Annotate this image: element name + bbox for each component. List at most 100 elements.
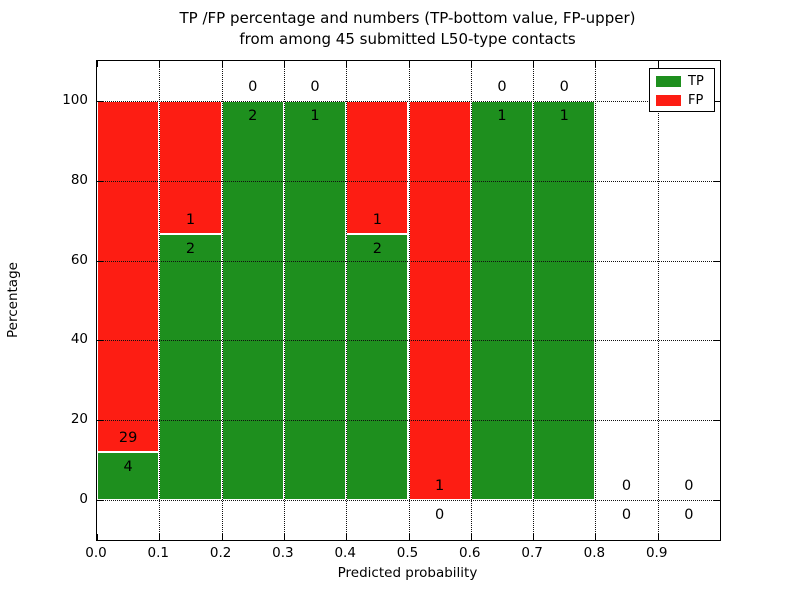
legend-label: FP <box>688 92 704 108</box>
v-gridline <box>283 61 285 540</box>
tp-legend-swatch <box>656 75 681 87</box>
v-gridline <box>657 61 659 540</box>
chart-title-line2: from among 45 submitted L50-type contact… <box>239 30 576 49</box>
tp-count-label: 2 <box>372 240 382 257</box>
fp-count-label: 0 <box>248 78 258 95</box>
legend-label: TP <box>688 73 704 89</box>
chart-title-line1: TP /FP percentage and numbers (TP-bottom… <box>179 9 636 27</box>
y-tick-label: 100 <box>62 91 88 108</box>
v-gridline <box>408 61 410 540</box>
x-tick-label: 0.7 <box>521 545 543 561</box>
y-tick-mark <box>97 500 103 502</box>
bar-tp <box>159 233 222 501</box>
tp-count-label: 0 <box>684 506 694 523</box>
v-gridline <box>470 61 472 540</box>
plot-area: TP FP 29 4 1 2 0 2 0 1 1 2 1 0 0 1 0 1 0 0 0 0 <box>96 60 721 541</box>
bar-fp <box>97 100 160 452</box>
y-tick-mark <box>97 180 103 182</box>
x-tick-mark <box>533 534 535 540</box>
x-tick-mark <box>221 534 223 540</box>
y-tick-mark <box>714 420 720 422</box>
bar-fp <box>408 100 471 501</box>
x-tick-mark <box>595 61 597 67</box>
tp-count-label: 1 <box>497 107 507 124</box>
x-tick-mark <box>97 534 98 540</box>
x-tick-label: 0.0 <box>85 545 107 561</box>
x-tick-mark <box>159 61 161 67</box>
fp-count-label: 0 <box>310 78 320 95</box>
bar-tp <box>533 100 596 501</box>
tp-count-label: 1 <box>559 107 569 124</box>
x-tick-mark <box>533 61 535 67</box>
v-gridline <box>533 61 535 540</box>
y-tick-label: 20 <box>70 411 88 428</box>
x-tick-mark <box>595 534 597 540</box>
fp-count-label: 0 <box>684 477 694 494</box>
v-gridline <box>159 61 161 540</box>
fp-count-label: 29 <box>118 429 138 446</box>
v-gridline <box>346 61 348 540</box>
tp-count-label: 0 <box>435 506 445 523</box>
x-tick-mark <box>657 61 659 67</box>
fp-count-label: 0 <box>621 477 632 494</box>
y-tick-mark <box>714 260 720 262</box>
legend: TP FP <box>649 68 715 112</box>
x-tick-mark <box>408 534 410 540</box>
y-axis-label: Percentage <box>5 262 21 338</box>
x-tick-mark <box>283 534 285 540</box>
x-tick-label: 0.5 <box>396 545 419 561</box>
fp-legend-swatch <box>656 94 681 106</box>
x-tick-label: 0.1 <box>147 545 170 561</box>
fp-count-label: 0 <box>559 78 569 95</box>
fp-count-label: 1 <box>185 211 196 228</box>
x-tick-label: 0.8 <box>583 545 606 561</box>
tp-count-label: 4 <box>123 458 133 475</box>
x-tick-mark <box>657 534 659 540</box>
chart-title: TP /FP percentage and numbers (TP-bottom… <box>96 8 719 51</box>
y-tick-mark <box>97 340 103 342</box>
y-tick-mark <box>714 180 720 182</box>
v-gridline <box>595 61 597 540</box>
x-tick-label: 0.4 <box>334 545 356 561</box>
y-tick-mark <box>714 100 720 102</box>
x-tick-mark <box>408 61 410 67</box>
y-tick-mark <box>97 260 103 262</box>
tp-count-label: 2 <box>248 107 258 124</box>
v-gridline <box>221 61 223 540</box>
legend-entry: FP <box>656 93 708 107</box>
bar-tp <box>470 100 534 501</box>
x-tick-mark <box>221 61 223 67</box>
fp-count-label: 1 <box>372 211 382 228</box>
x-tick-label: 0.2 <box>209 545 232 561</box>
y-tick-mark <box>97 420 103 422</box>
y-tick-label: 80 <box>70 171 88 188</box>
x-tick-mark <box>346 61 348 67</box>
x-tick-label: 0.3 <box>272 545 294 561</box>
tp-count-label: 2 <box>185 240 196 257</box>
x-tick-label: 0.9 <box>645 545 668 561</box>
x-tick-mark <box>97 61 98 67</box>
y-tick-mark <box>97 100 103 102</box>
y-tick-mark <box>714 340 720 342</box>
tp-count-label: 0 <box>621 506 632 523</box>
x-tick-mark <box>283 61 285 67</box>
legend-entry: TP <box>656 74 708 88</box>
bar-tp <box>97 451 160 501</box>
x-tick-mark <box>470 534 472 540</box>
fp-count-label: 1 <box>435 477 445 494</box>
bar-tp <box>221 100 284 501</box>
bar-tp <box>346 233 409 501</box>
x-tick-mark <box>346 534 348 540</box>
y-tick-label: 60 <box>70 251 88 268</box>
y-tick-label: 0 <box>79 491 88 508</box>
y-tick-label: 40 <box>70 331 88 348</box>
bar-fp <box>159 100 222 234</box>
x-tick-label: 0.6 <box>459 545 481 561</box>
tp-count-label: 1 <box>310 107 320 124</box>
y-tick-mark <box>714 500 720 502</box>
x-tick-mark <box>470 61 472 67</box>
bar-tp <box>283 100 347 501</box>
fp-count-label: 0 <box>497 78 507 95</box>
x-tick-mark <box>159 534 161 540</box>
